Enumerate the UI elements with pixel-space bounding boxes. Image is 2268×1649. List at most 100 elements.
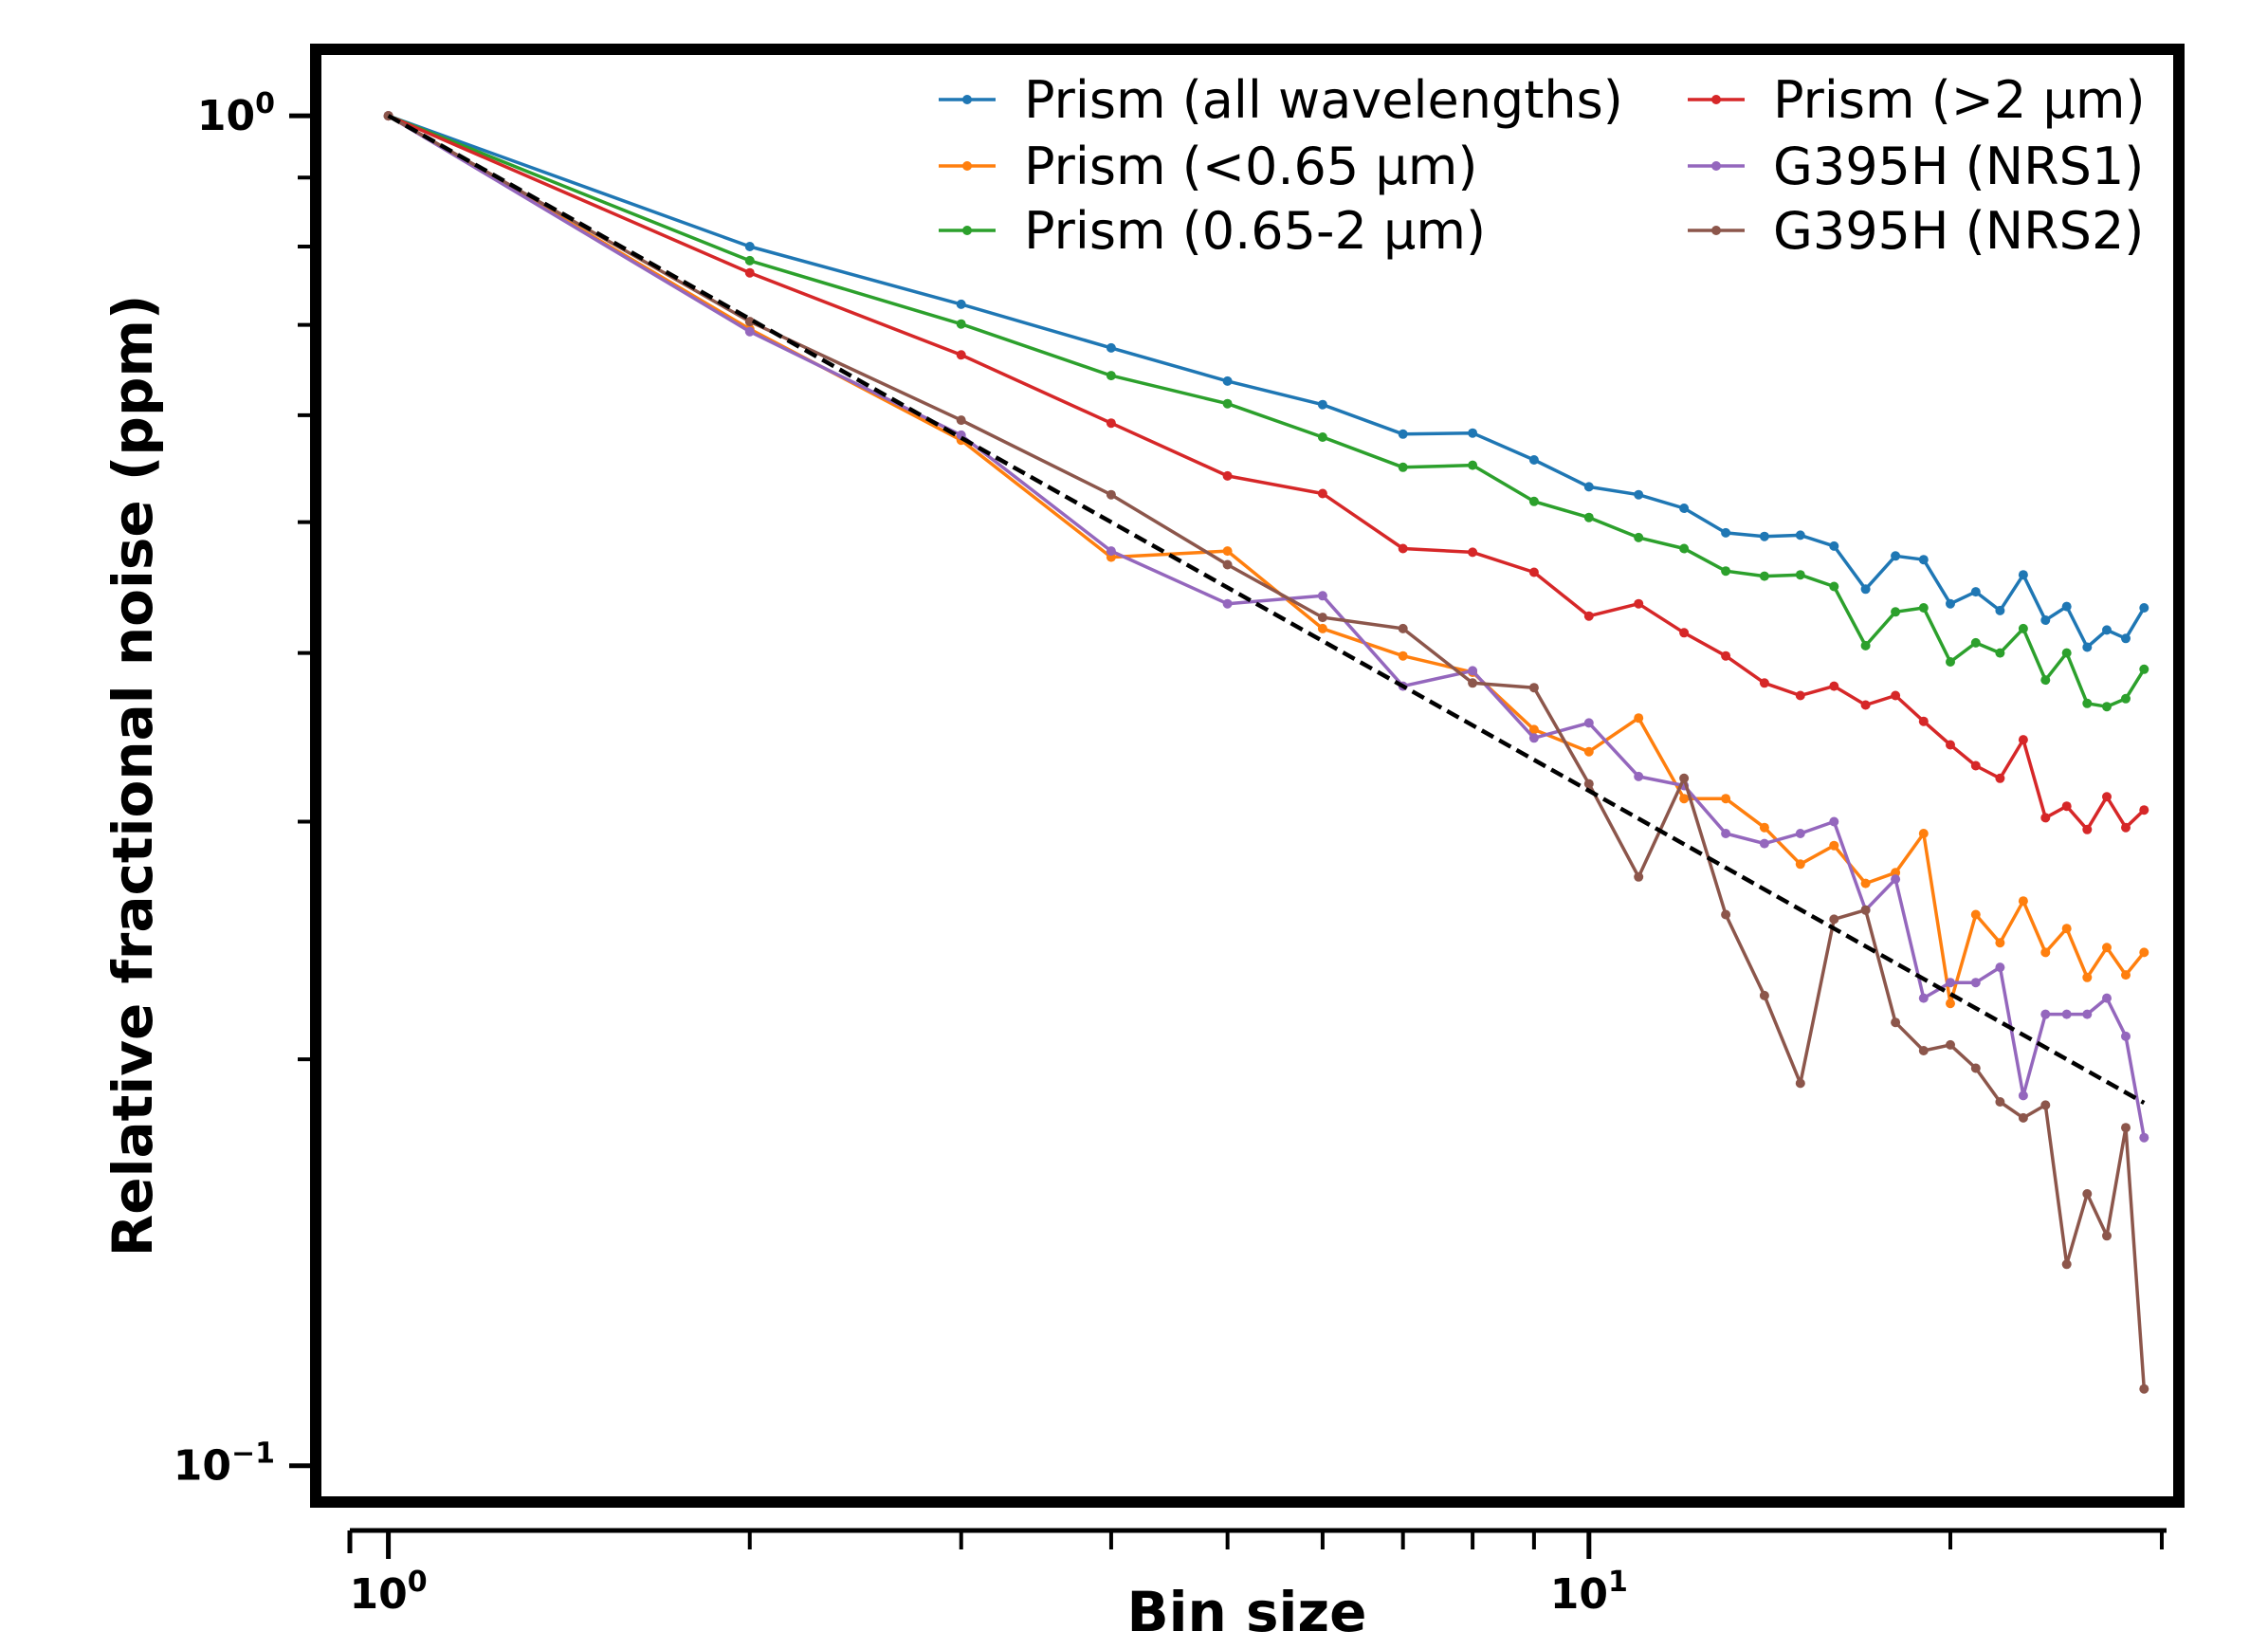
data-point [1528,455,1539,465]
data-point [2018,896,2028,907]
data-point [2139,1383,2149,1394]
data-point [1829,681,1839,691]
data-point [2139,805,2149,815]
data-point [2061,601,2072,612]
data-point [2102,625,2112,635]
data-point [1970,760,1981,771]
data-point [1829,581,1839,592]
data-point [1634,871,1644,882]
data-point [2139,664,2149,674]
data-point [1583,611,1594,621]
legend-swatch-marker [962,95,972,104]
y-tick-label: 100 [197,87,275,140]
data-point [1860,905,1871,915]
data-point [1528,496,1539,506]
data-point [1679,773,1690,783]
data-point [1759,571,1769,581]
data-point [1468,428,1478,438]
data-point [1759,838,1769,849]
data-point [2139,603,2149,613]
data-point [2018,623,2028,633]
series-6 [383,111,2149,1394]
legend-item: Prism (>2 µm) [1688,70,2146,130]
legend-swatch-marker [1711,226,1721,235]
data-point [2082,1189,2093,1199]
data-point [2121,633,2131,644]
y-axis: 100 10−1 [174,87,316,1491]
data-point [1398,650,1408,661]
data-point [2061,1259,2072,1270]
data-point [2121,693,2131,704]
data-point [1829,840,1839,851]
data-point [1222,598,1233,609]
data-point [2102,943,2112,953]
legend-label: Prism (>2 µm) [1773,70,2146,130]
data-point [2018,570,2028,580]
data-point [1679,628,1690,638]
data-point [1918,993,1929,1003]
plot-frame [310,44,2185,1508]
data-point [1398,429,1408,439]
reference-line [387,114,2146,1106]
data-point [1634,713,1644,724]
series-2 [383,111,2149,1009]
data-point [1946,598,1955,609]
data-point [1995,648,2005,658]
legend-item: G395H (NRS2) [1688,201,2144,261]
data-point [1970,637,1981,648]
data-point [1860,640,1871,650]
data-point [1918,603,1929,613]
data-point [1970,587,1981,597]
data-point [1918,829,1929,838]
data-point [1222,376,1233,386]
data-point [1795,530,1805,541]
data-point [1317,488,1327,499]
data-point [1528,683,1539,693]
legend-swatch-marker [1711,161,1721,171]
data-point [1679,794,1690,804]
series-4 [383,111,2149,834]
data-point [2102,792,2112,802]
data-point [1891,874,1901,885]
data-point [1995,1097,2005,1107]
data-point [2082,642,2093,652]
data-point [1721,829,1731,838]
data-point [2040,615,2051,625]
legend-item: G395H (NRS1) [1688,137,2144,196]
data-point [2018,1112,2028,1123]
data-point [1468,678,1478,688]
data-point [2121,822,2131,833]
data-point [956,350,966,360]
data-point [2082,824,2093,834]
data-point [1317,432,1327,442]
data-point [1679,543,1690,554]
data-point [2121,1031,2131,1041]
data-point [1759,678,1769,688]
data-point [1918,555,1929,565]
legend-swatch-marker [962,226,972,235]
data-point [744,317,755,327]
data-point [1679,504,1690,513]
data-point [1222,559,1233,570]
legend-label: Prism (0.65-2 µm) [1024,201,1486,261]
data-point [1634,489,1644,500]
data-point [1829,541,1839,551]
data-point [2040,1009,2051,1019]
data-point [1398,623,1408,633]
data-point [1398,543,1408,554]
data-point [1528,567,1539,577]
data-point [1946,1039,1955,1050]
data-point [1759,531,1769,541]
data-point [2061,1009,2072,1019]
legend: Prism (all wavelengths)Prism (<0.65 µm)P… [939,70,2146,261]
series-layer [383,111,2149,1394]
data-point [1860,584,1871,595]
data-point [1918,716,1929,726]
data-point [1398,462,1408,472]
data-point [956,319,966,329]
data-point [1918,1046,1929,1055]
legend-item: Prism (<0.65 µm) [939,137,1477,196]
data-point [744,255,755,266]
data-point [2082,1009,2093,1019]
data-point [2040,813,2051,823]
